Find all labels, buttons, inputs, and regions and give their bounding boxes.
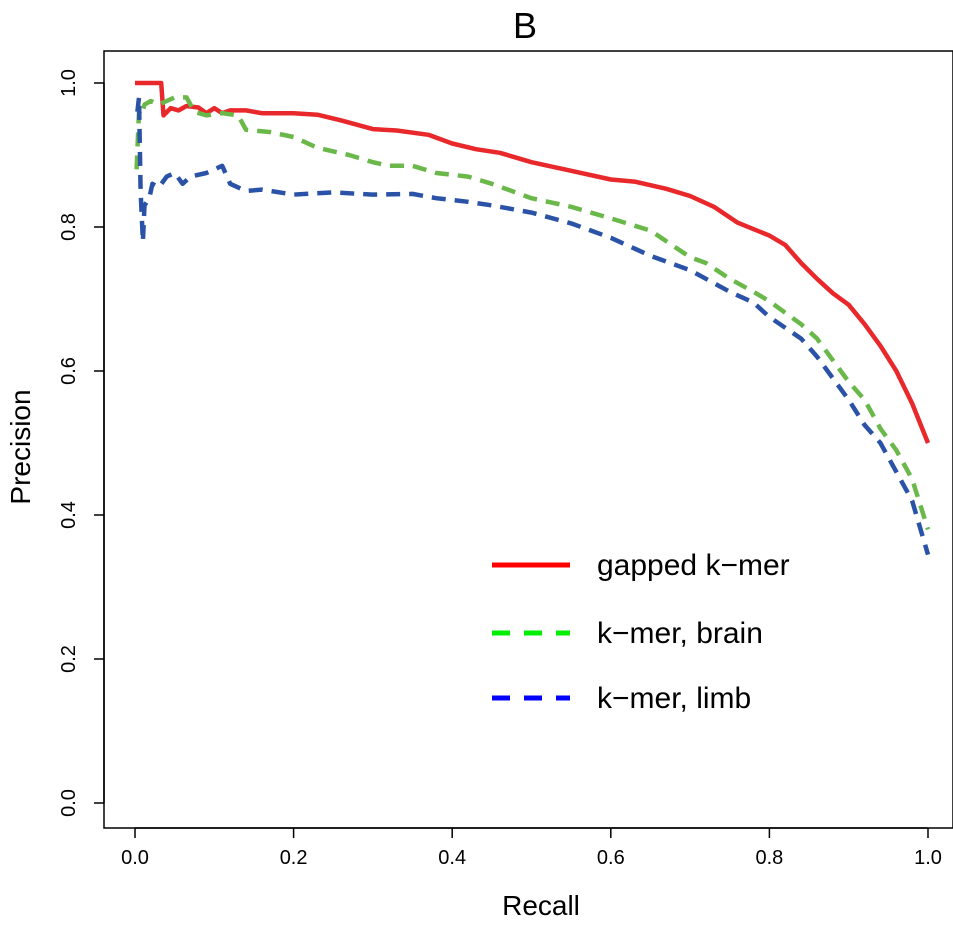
legend: gapped k−mer k−mer, brain k−mer, limb [492,549,790,715]
legend-label-2: k−mer, brain [597,617,763,650]
series-line-1 [135,80,931,444]
y-tick-label: 1.0 [58,69,80,97]
x-tick-label: 0.8 [755,847,783,869]
x-axis-label: Recall [502,890,580,921]
x-tick-label: 0.2 [280,847,308,869]
y-tick-label: 0.6 [58,357,80,385]
y-tick-label: 0.0 [58,789,80,817]
series-line-2 [134,95,931,531]
legend-label-3: k−mer, limb [597,682,751,715]
x-tick-label: 0.0 [121,847,149,869]
y-axis: 0.0 0.2 0.4 0.6 0.8 1.0 [58,69,105,817]
x-tick-label: 0.6 [597,847,625,869]
y-tick-label: 0.2 [58,645,80,673]
series-layer [134,80,931,556]
x-tick-label: 0.4 [438,847,466,869]
x-tick-label: 1.0 [914,847,942,869]
chart-title: B [513,5,537,46]
x-axis: 0.0 0.2 0.4 0.6 0.8 1.0 [121,827,942,869]
y-tick-label: 0.4 [58,501,80,529]
series-line-3 [135,95,931,556]
legend-label-1: gapped k−mer [597,549,790,582]
y-axis-label: Precision [5,389,36,504]
y-tick-label: 0.8 [58,213,80,241]
